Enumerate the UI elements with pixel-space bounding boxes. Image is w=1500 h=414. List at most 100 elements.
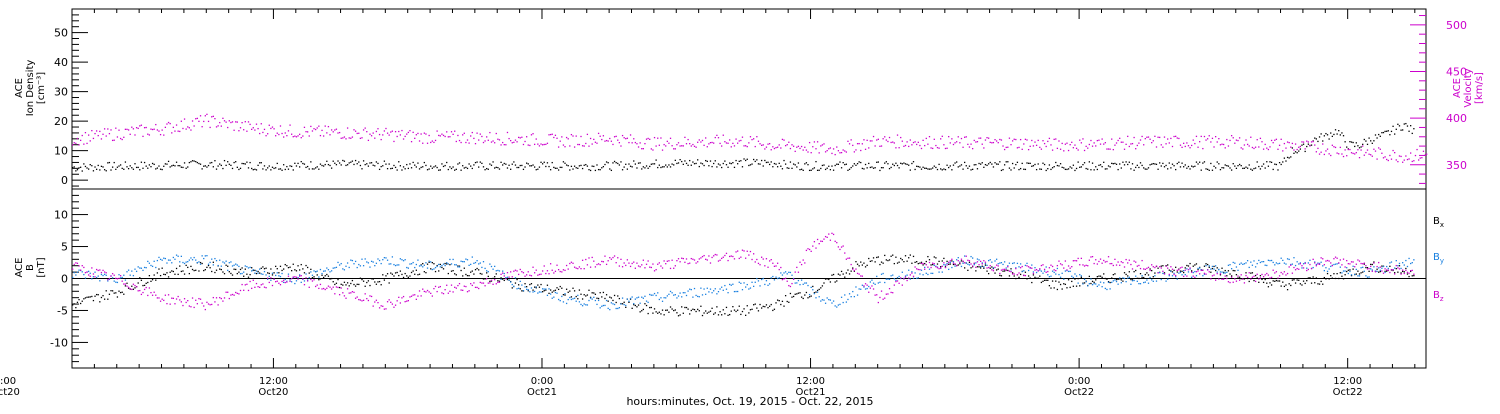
bz-point [239,289,242,292]
bx-point [338,286,341,289]
bx-point [529,283,531,286]
by-point [263,270,266,273]
by-point [1216,271,1218,273]
bx-point [673,309,675,312]
velocity-point [518,136,520,139]
bz-point [482,282,485,284]
velocity-point [681,145,683,147]
velocity-point [973,139,975,142]
bx-point [679,314,681,316]
by-point [693,287,696,290]
bz-point [567,268,569,270]
bx-point [1267,286,1270,288]
by-point [251,270,253,272]
bx-point [340,283,342,285]
bx-point [278,272,280,274]
bz-point [1064,260,1067,262]
by-point [800,279,803,281]
density-point [1256,161,1258,163]
bz-point [898,282,900,284]
bz-point [1339,259,1341,261]
velocity-point [641,148,643,150]
bx-point [1067,279,1070,281]
bz-point [570,261,573,263]
velocity-point [673,148,675,150]
bz-point [1230,276,1233,278]
density-point [195,160,197,163]
density-point [111,166,114,168]
bz-point [1023,274,1025,277]
by-point [978,259,980,261]
legend-bz-main: B [1433,290,1440,301]
bx-point [621,303,624,305]
by-point [829,299,832,301]
density-point [554,167,557,169]
by-point [1282,259,1284,262]
bx-point [885,259,887,261]
bz-point [335,286,338,288]
bz-point [143,288,146,291]
velocity-point [1191,144,1193,147]
bz-point [866,284,868,286]
by-point [1058,273,1060,276]
legend-bx-sub: x [1440,221,1444,229]
bz-point [353,291,355,294]
bz-point [503,275,505,277]
bz-point [858,273,860,275]
density-point [1290,156,1292,158]
field-tick-label: 0 [61,273,68,286]
density-point [877,161,879,163]
bx-point [359,277,362,279]
velocity-point [73,142,75,144]
density-point [492,161,494,163]
bx-point [145,282,147,285]
bz-point [1197,270,1199,272]
density-point [1298,150,1300,152]
by-point [1019,263,1022,265]
bz-point [292,276,294,278]
by-point [223,262,226,264]
bx-point [268,272,270,275]
density-point [187,166,189,168]
bx-point [882,262,884,264]
density-point [86,167,88,169]
bz-point [473,282,475,284]
bx-point [418,273,421,275]
density-point [1072,164,1075,166]
bx-point [87,296,90,298]
density-point [522,168,525,171]
bz-point [1267,274,1270,276]
velocity-point [989,141,991,144]
bx-point [948,263,950,265]
bx-point [1307,277,1310,279]
velocity-point [549,133,552,136]
bx-point [193,269,195,272]
bz-point [984,261,987,263]
bz-point [772,262,774,264]
bx-point [382,274,384,276]
velocity-point [927,143,929,145]
density-point [1123,164,1126,166]
velocity-point [1221,143,1223,145]
bx-point [1186,264,1188,267]
bz-point [374,301,376,303]
density-point [185,167,187,169]
velocity-point [458,139,461,142]
by-point [465,258,467,260]
velocity-point [538,145,541,147]
velocity-point [1002,145,1004,147]
velocity-point [449,136,451,138]
bx-point [856,263,859,265]
density-point [1155,163,1158,165]
bz-point [1027,266,1030,268]
bz-point [1286,272,1289,275]
bx-point [291,270,293,272]
velocity-point [1138,142,1140,144]
by-point [1211,265,1214,268]
by-point [545,288,547,290]
bz-point [1059,263,1062,265]
density-point [1328,138,1330,140]
velocity-point [91,129,93,132]
by-point [303,280,306,282]
velocity-point [1403,159,1405,161]
